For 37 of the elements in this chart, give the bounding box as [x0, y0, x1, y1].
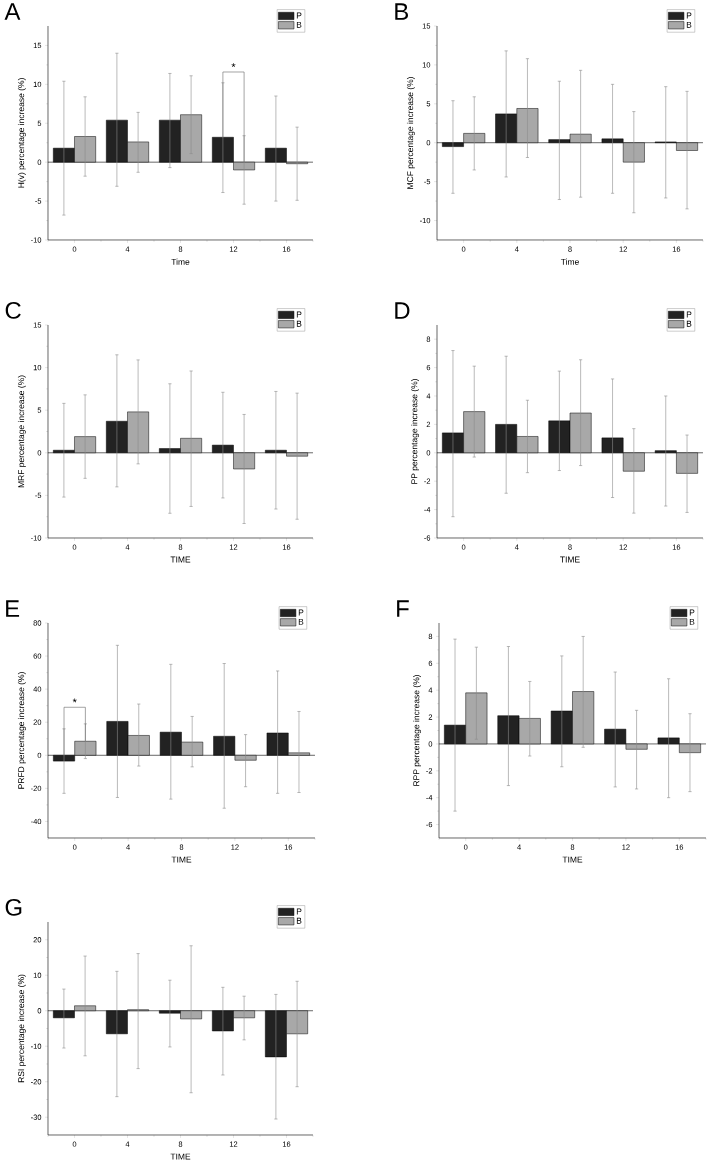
y-axis-title: H(v) percentage increase (%)	[17, 78, 26, 188]
legend-label: P	[686, 12, 692, 19]
annotation: *	[231, 63, 236, 68]
y-axis-title: PRFD percentage increase (%)	[17, 672, 26, 789]
chart-title: C	[5, 301, 21, 319]
legend-label: P	[296, 908, 302, 915]
legend-label: B	[296, 917, 302, 924]
legend-label: B	[296, 21, 302, 28]
chart-title: D	[395, 302, 410, 319]
chart-title: G	[5, 898, 22, 916]
y-axis-title: PP percentage increase (%)	[411, 379, 419, 484]
y-axis-title: RPP percentage increase (%)	[413, 675, 421, 786]
legend-label: B	[686, 21, 692, 28]
legend-label: P	[296, 311, 302, 318]
x-axis-title: Time	[560, 258, 579, 265]
legend-label: B	[296, 320, 302, 327]
x-axis-title: TIME	[562, 856, 583, 863]
legend-label: P	[689, 609, 695, 616]
chart-title: A	[4, 3, 21, 20]
legend-label: B	[298, 618, 304, 625]
legend-label: B	[689, 618, 695, 625]
y-axis-title: MCF percentage increase (%)	[406, 77, 415, 189]
legend-label: P	[686, 311, 692, 318]
chart-title: B	[395, 3, 408, 20]
y-axis-title: MRF percentage increase (%)	[17, 375, 26, 488]
legend-label: P	[296, 12, 302, 19]
legend-label: B	[686, 320, 692, 327]
y-axis-title: RSI percentage increase (%)	[17, 974, 26, 1083]
x-axis-title: TIME	[171, 856, 192, 863]
x-axis-title: TIME	[170, 556, 191, 563]
x-axis-title: Time	[171, 258, 190, 265]
chart-title: F	[397, 600, 409, 617]
x-axis-title: TIME	[170, 1153, 191, 1160]
legend-label: P	[298, 609, 304, 616]
x-axis-title: TIME	[560, 556, 580, 563]
annotation: *	[72, 698, 77, 703]
chart-title: E	[6, 600, 20, 617]
